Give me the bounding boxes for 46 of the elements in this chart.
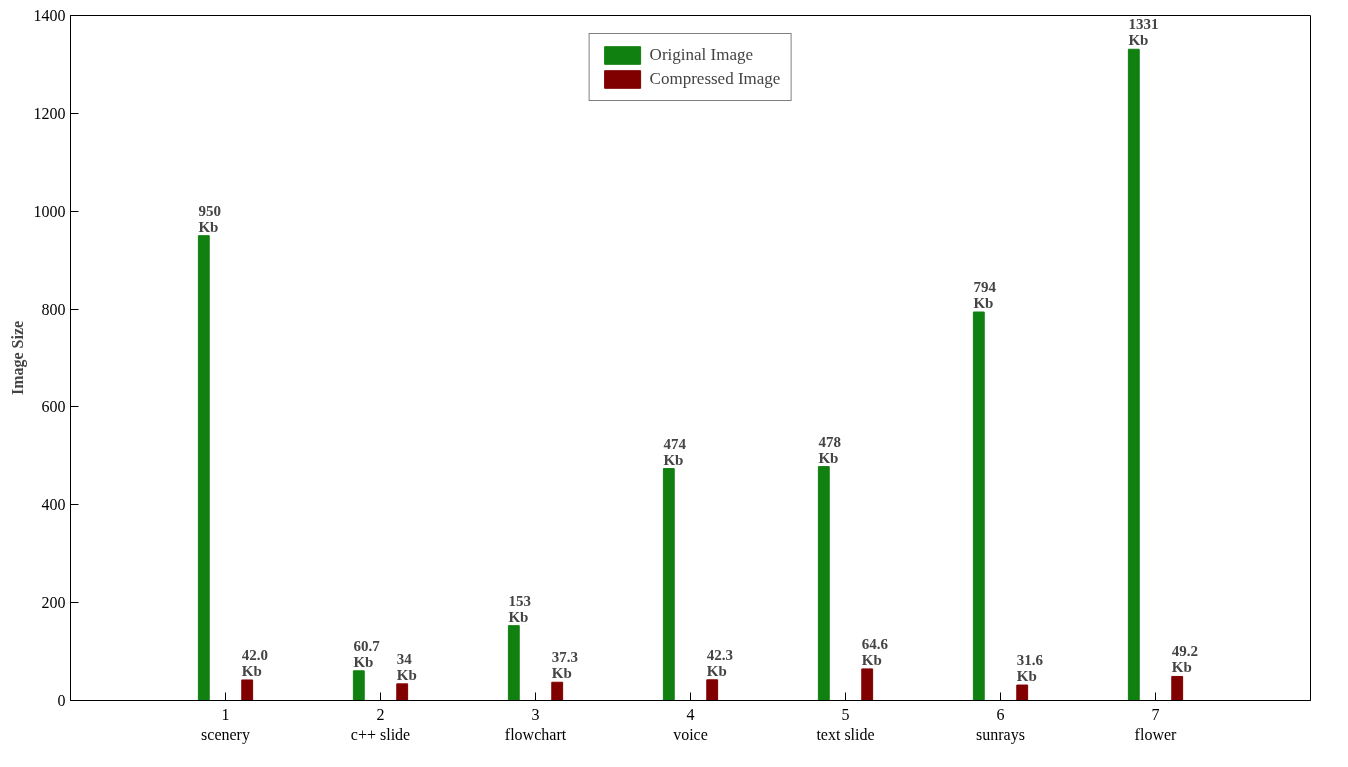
x-tick-label: 4 voice xyxy=(673,705,708,743)
y-tick-label: 1400 xyxy=(33,7,66,24)
data-label: 478 Kb xyxy=(818,433,841,466)
x-tick-label: 5 text slide xyxy=(816,705,875,743)
data-label: 49.2 Kb xyxy=(1171,643,1199,676)
bar xyxy=(662,468,675,701)
y-tick-label: 400 xyxy=(41,496,66,514)
x-tick-label: 3 flowchart xyxy=(504,705,567,743)
bar xyxy=(706,679,719,701)
x-tick-label: 2 c++ slide xyxy=(350,705,411,743)
data-label: 950 Kb xyxy=(198,202,221,235)
bar xyxy=(1127,48,1140,701)
data-label: 31.6 Kb xyxy=(1016,652,1044,685)
bar xyxy=(241,679,254,701)
bar xyxy=(817,466,830,701)
y-tick-label: 1000 xyxy=(33,202,66,220)
bar xyxy=(197,235,210,701)
x-tick-label: 6 sunrays xyxy=(976,705,1025,744)
y-tick-label: 0 xyxy=(57,692,66,709)
data-label: 42.0 Kb xyxy=(241,646,269,679)
y-tick-label: 800 xyxy=(41,300,66,318)
bar xyxy=(1016,684,1029,701)
data-label: 42.3 Kb xyxy=(706,646,734,679)
data-label: 37.3 Kb xyxy=(551,649,579,682)
y-tick-label: 1200 xyxy=(33,104,66,122)
bar xyxy=(1171,675,1184,701)
bar xyxy=(551,681,564,701)
data-label: 64.6 Kb xyxy=(861,635,889,668)
legend-label: Original Image xyxy=(649,45,753,65)
legend-label: Compressed Image xyxy=(649,69,781,89)
bar xyxy=(352,670,365,701)
bar xyxy=(396,683,409,701)
data-label: 60.7 Kb xyxy=(353,637,381,670)
y-tick-label: 200 xyxy=(41,594,66,612)
data-label: 474 Kb xyxy=(663,435,687,468)
bar xyxy=(507,625,520,701)
data-label: 794 Kb xyxy=(973,279,997,312)
bar xyxy=(861,668,874,701)
data-label: 34 Kb xyxy=(396,650,417,683)
data-label: 1331 Kb xyxy=(1128,16,1159,49)
y-tick-label: 600 xyxy=(41,398,66,416)
x-tick-label: 7 flower xyxy=(1134,705,1178,743)
data-label: 153 Kb xyxy=(508,592,531,625)
x-tick-label: 1 scenery xyxy=(201,705,250,744)
bar xyxy=(972,311,985,701)
y-axis-title: Image Size xyxy=(8,320,27,396)
